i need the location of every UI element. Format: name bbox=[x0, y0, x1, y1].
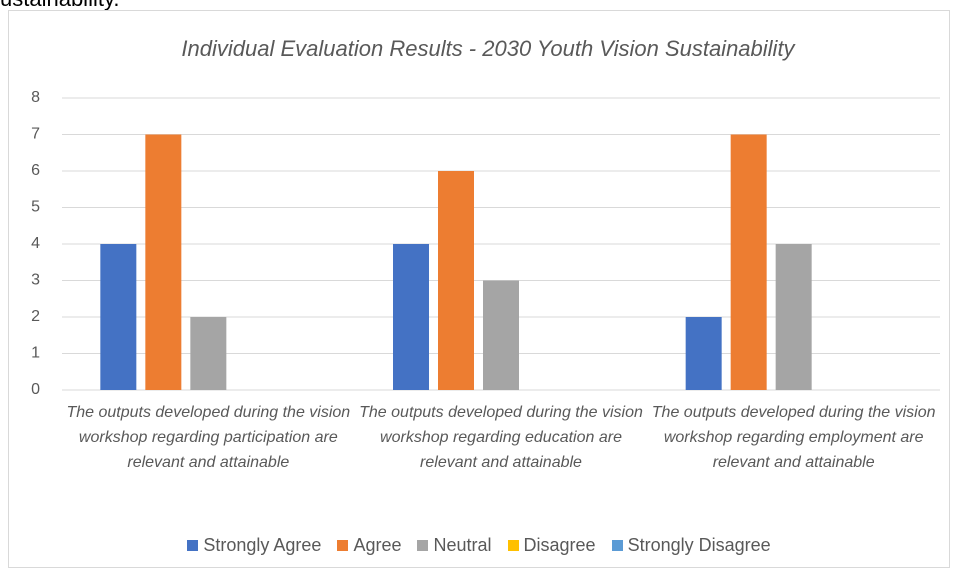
legend-label: Strongly Agree bbox=[203, 535, 322, 555]
bar bbox=[393, 244, 429, 390]
bar bbox=[730, 134, 767, 390]
y-tick-label: 4 bbox=[31, 235, 40, 252]
legend-item: Disagree bbox=[507, 535, 596, 556]
legend-label: Disagree bbox=[523, 535, 596, 555]
legend-label: Strongly Disagree bbox=[627, 535, 771, 555]
bar bbox=[145, 134, 182, 390]
x-tick-label: The outputs developed during the vision … bbox=[359, 404, 643, 471]
legend-item: Strongly Agree bbox=[187, 535, 321, 556]
legend: Strongly Agree Agree Neutral Disagree Strong… bbox=[8, 535, 950, 556]
legend-item: Agree bbox=[337, 535, 401, 556]
legend-item: Neutral bbox=[417, 535, 492, 556]
legend-label: Agree bbox=[353, 535, 402, 555]
bar bbox=[775, 244, 812, 390]
chart-title: Individual Evaluation Results - 2030 You… bbox=[181, 36, 796, 61]
bar bbox=[438, 171, 474, 390]
legend-swatch bbox=[507, 540, 519, 551]
y-tick-label: 5 bbox=[31, 199, 40, 216]
page-fragment: ustainability. bbox=[0, 0, 119, 12]
x-tick-label: The outputs developed during the vision … bbox=[66, 404, 351, 471]
legend-label: Neutral bbox=[433, 535, 492, 555]
y-tick-label: 6 bbox=[31, 162, 40, 179]
y-tick-label: 2 bbox=[31, 308, 40, 325]
y-tick-label: 1 bbox=[31, 345, 40, 362]
legend-swatch bbox=[337, 540, 349, 551]
chart-frame bbox=[8, 10, 950, 568]
x-tick-label: The outputs developed during the vision … bbox=[651, 404, 936, 471]
bar bbox=[190, 317, 227, 390]
y-tick-label: 7 bbox=[31, 126, 40, 143]
bar bbox=[100, 244, 137, 390]
y-tick-label: 3 bbox=[31, 272, 40, 289]
y-tick-label: 0 bbox=[31, 381, 40, 398]
y-tick-label: 8 bbox=[31, 89, 40, 106]
legend-item: Strongly Disagree bbox=[611, 535, 771, 556]
bar bbox=[685, 317, 722, 390]
legend-swatch bbox=[187, 540, 199, 551]
legend-swatch bbox=[417, 540, 429, 551]
legend-swatch bbox=[611, 540, 623, 551]
bar bbox=[483, 280, 519, 390]
